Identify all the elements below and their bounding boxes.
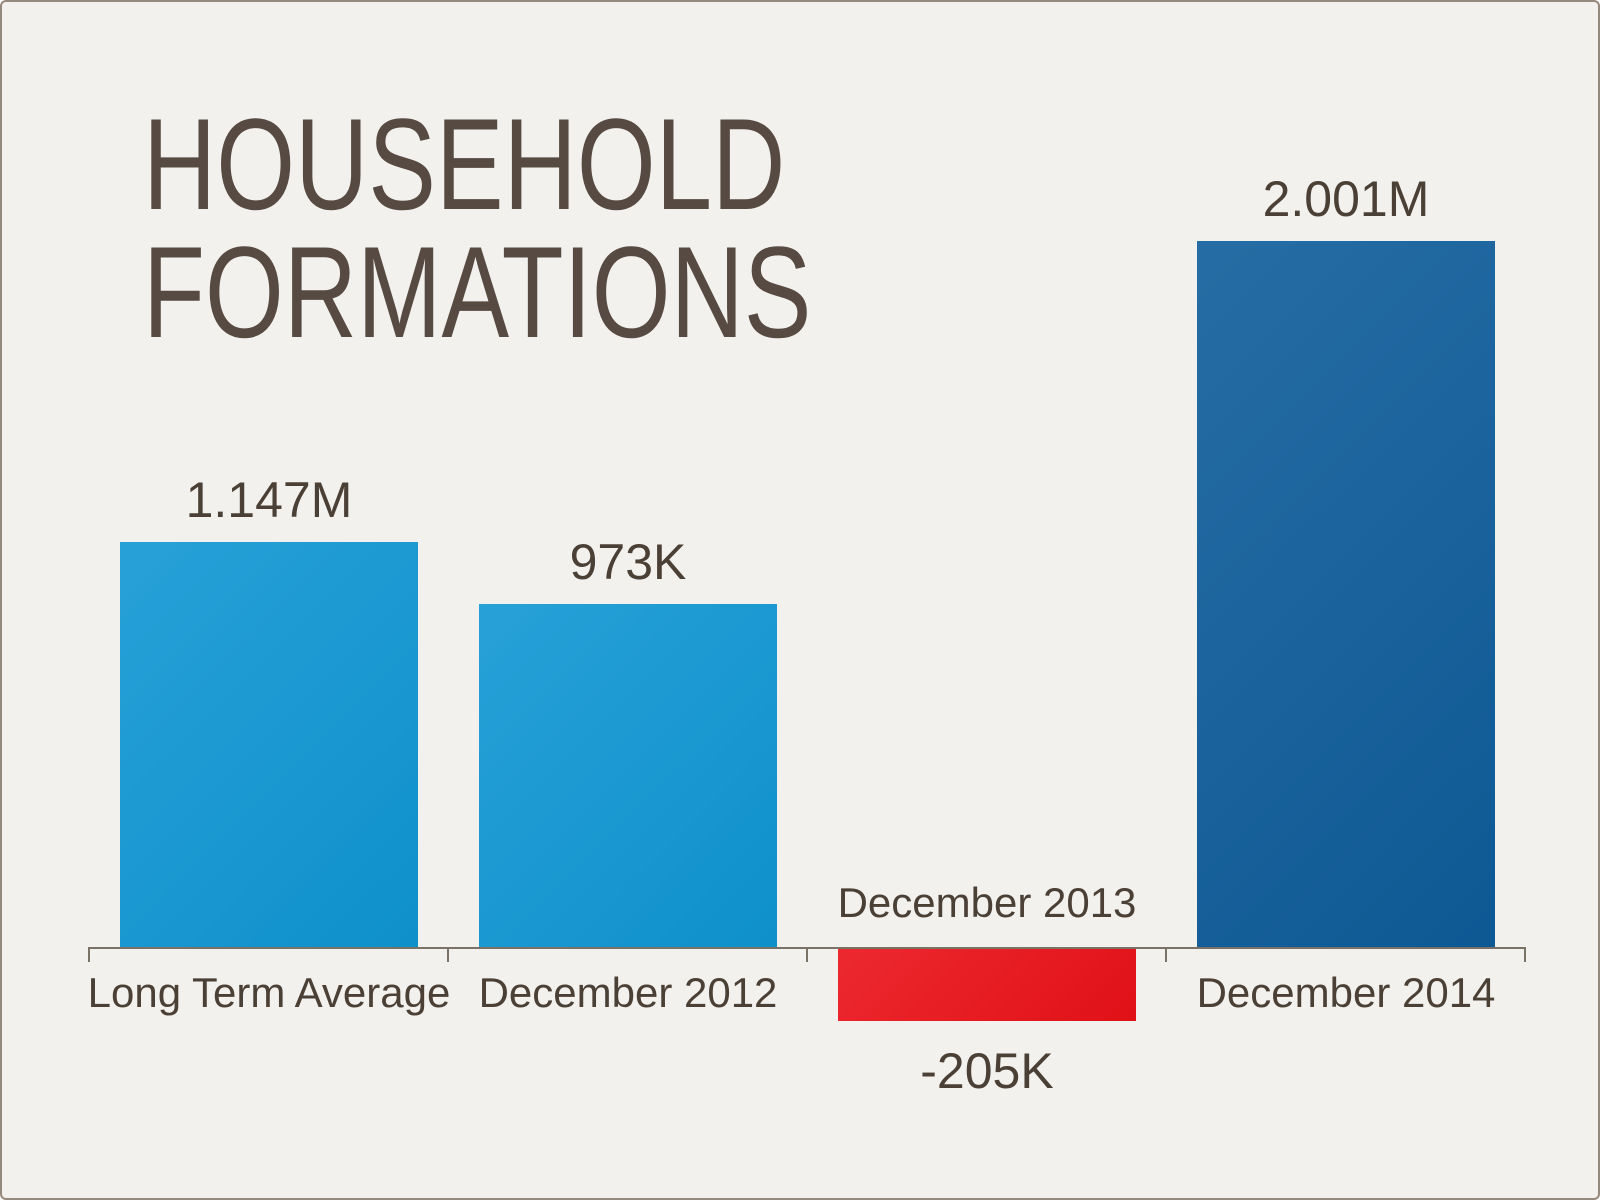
chart-title-line2: FORMATIONS xyxy=(143,219,812,365)
category-label-december-2013: December 2013 xyxy=(837,879,1137,926)
value-label-december-2014: 2.001M xyxy=(1262,171,1430,227)
chart-title: HOUSEHOLD FORMATIONS xyxy=(143,91,812,365)
category-label-long-term-average: Long Term Average xyxy=(87,969,451,1016)
value-label-december-2012: 973K xyxy=(569,534,687,590)
value-label-long-term-average: 1.147M xyxy=(185,472,353,528)
x-axis-tick xyxy=(1524,947,1526,962)
x-axis-tick xyxy=(1165,947,1167,962)
x-axis-tick xyxy=(806,947,808,962)
bar-december-2012 xyxy=(479,604,777,947)
category-label-december-2012: December 2012 xyxy=(478,969,778,1016)
value-label-december-2013: -205K xyxy=(920,1043,1054,1099)
category-label-december-2014: December 2014 xyxy=(1196,969,1496,1016)
bar-long-term-average xyxy=(120,542,418,947)
chart-title-line1: HOUSEHOLD xyxy=(143,91,786,237)
x-axis-tick xyxy=(447,947,449,962)
bar-december-2013 xyxy=(838,949,1136,1021)
x-axis-tick xyxy=(88,947,90,962)
bar-december-2014 xyxy=(1197,241,1495,947)
